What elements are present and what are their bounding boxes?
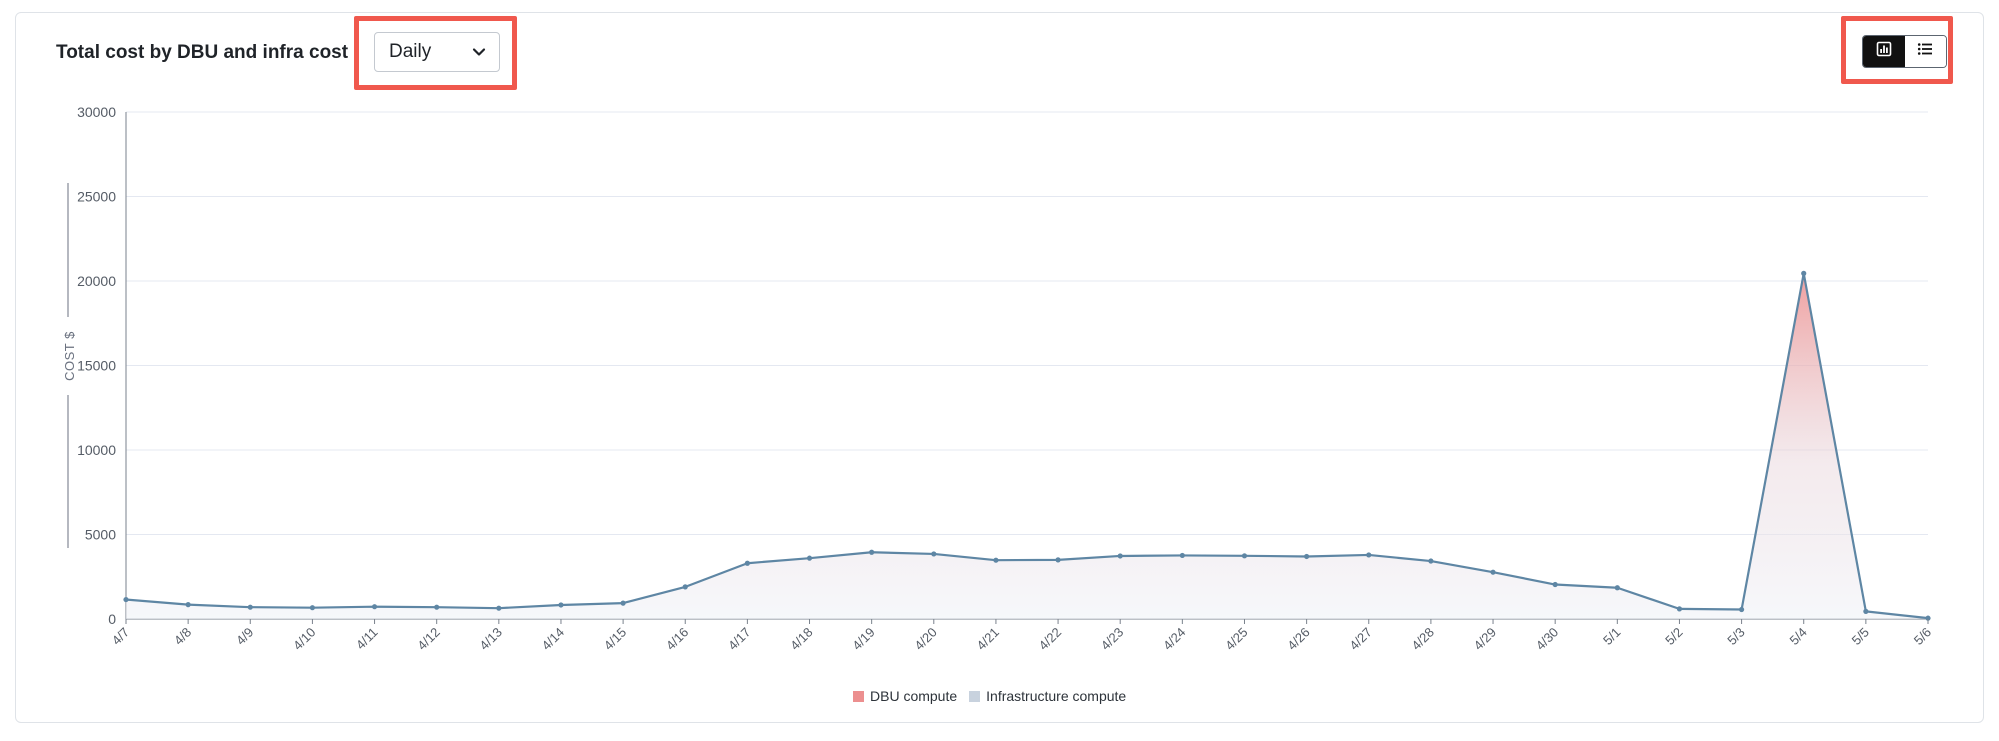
x-axis: 4/7 4/8 4/9 4/10 4/11 4/12 4/13 4/14 4/15 4/16 4/1… [109, 619, 1934, 653]
x-tick-label: 4/17 [725, 625, 754, 654]
chart-legend: DBU compute Infrastructure compute [853, 688, 1126, 704]
x-tick-label: 4/7 [109, 625, 132, 648]
x-tick-label: 5/2 [1662, 625, 1685, 648]
data-point [620, 600, 626, 606]
chart-title: Total cost by DBU and infra cost [56, 42, 349, 63]
x-tick-label: 4/27 [1346, 625, 1375, 654]
x-tick-label: 4/19 [849, 625, 878, 654]
x-tick-label: 4/16 [663, 625, 692, 654]
legend-label-dbu: DBU compute [870, 688, 958, 704]
x-tick-label: 4/30 [1533, 625, 1562, 654]
data-point [1552, 581, 1558, 588]
data-point [434, 604, 440, 610]
area-fill [126, 273, 1928, 619]
x-tick-label: 4/13 [476, 625, 505, 654]
grid-lines [126, 111, 1928, 535]
legend-item-infra[interactable]: Infrastructure compute [969, 688, 1126, 704]
chart-icon [1876, 41, 1892, 62]
data-point [931, 551, 937, 557]
y-tick-label: 5000 [85, 527, 116, 543]
x-tick-label: 4/18 [787, 625, 816, 654]
data-point [993, 557, 999, 563]
data-point [185, 602, 191, 608]
data-point [806, 555, 813, 561]
x-tick-label: 4/29 [1471, 625, 1500, 654]
view-toggle [1862, 35, 1947, 68]
legend-swatch-infra [969, 690, 981, 702]
data-point [1801, 270, 1807, 276]
data-point [1179, 552, 1185, 559]
data-point [1428, 558, 1434, 564]
period-dropdown-value: Daily [389, 41, 432, 62]
data-point [1304, 553, 1310, 560]
data-point [1117, 553, 1123, 559]
x-tick-label: 4/14 [539, 625, 568, 654]
x-tick-label: 4/20 [911, 625, 940, 654]
y-tick-label: 10000 [77, 442, 116, 458]
x-tick-label: 4/25 [1222, 625, 1251, 654]
data-point [1241, 553, 1248, 559]
x-tick-label: 4/21 [974, 625, 1003, 654]
x-tick-label: 4/9 [233, 625, 256, 648]
x-tick-label: 4/26 [1284, 625, 1313, 654]
y-tick-label: 20000 [77, 273, 116, 289]
x-tick-label: 4/28 [1409, 625, 1438, 654]
x-tick-label: 5/4 [1786, 625, 1809, 648]
x-tick-label: 5/1 [1600, 625, 1623, 648]
x-tick-label: 4/10 [290, 625, 319, 654]
data-point [1366, 552, 1372, 558]
points-layer [123, 270, 1931, 621]
x-tick-label: 4/24 [1160, 625, 1189, 654]
data-point [1055, 557, 1061, 563]
x-tick-label: 4/15 [601, 625, 630, 654]
legend-item-dbu[interactable]: DBU compute [853, 688, 957, 704]
legend-label-infra: Infrastructure compute [986, 688, 1127, 704]
data-point [1614, 585, 1620, 591]
y-tick-label: 15000 [77, 358, 116, 374]
data-point [744, 560, 750, 566]
y-tick-label: 0 [108, 611, 116, 627]
data-point [682, 584, 688, 590]
data-point [496, 605, 502, 611]
data-point [1863, 608, 1869, 614]
y-axis-title-group: COST $ [60, 183, 77, 548]
data-point [1676, 606, 1683, 612]
data-point [1925, 615, 1931, 621]
view-toggle-highlight-box [1841, 16, 1953, 84]
data-point [1490, 569, 1496, 575]
data-point [1738, 606, 1745, 613]
data-point [869, 549, 875, 555]
legend-swatch-dbu [853, 690, 864, 702]
list-icon [1917, 41, 1933, 62]
x-tick-label: 4/23 [1098, 625, 1127, 654]
x-tick-label: 5/3 [1724, 625, 1747, 648]
series-line [125, 272, 1929, 620]
x-tick-label: 4/12 [414, 625, 443, 654]
x-tick-label: 4/8 [171, 625, 194, 648]
data-point [123, 596, 129, 603]
x-tick-label: 4/11 [353, 625, 381, 653]
list-view-button[interactable] [1904, 36, 1946, 67]
data-point [309, 605, 316, 611]
data-point [558, 602, 564, 608]
x-tick-label: 5/5 [1849, 625, 1872, 648]
x-tick-label: 5/6 [1911, 625, 1934, 648]
chevron-down-icon [471, 44, 487, 60]
data-point [371, 604, 378, 610]
y-tick-label: 25000 [77, 189, 116, 205]
chart-view-button[interactable] [1863, 36, 1905, 67]
y-axis-label-mask [60, 317, 76, 395]
period-dropdown[interactable]: Daily [374, 32, 500, 72]
y-tick-label: 30000 [77, 104, 116, 120]
y-axis-title: COST $ [62, 331, 77, 381]
x-tick-label: 4/22 [1036, 625, 1065, 654]
area-layer [126, 273, 1928, 619]
dropdown-highlight-box [354, 16, 517, 90]
line-layer [125, 272, 1929, 620]
data-point [247, 604, 253, 610]
